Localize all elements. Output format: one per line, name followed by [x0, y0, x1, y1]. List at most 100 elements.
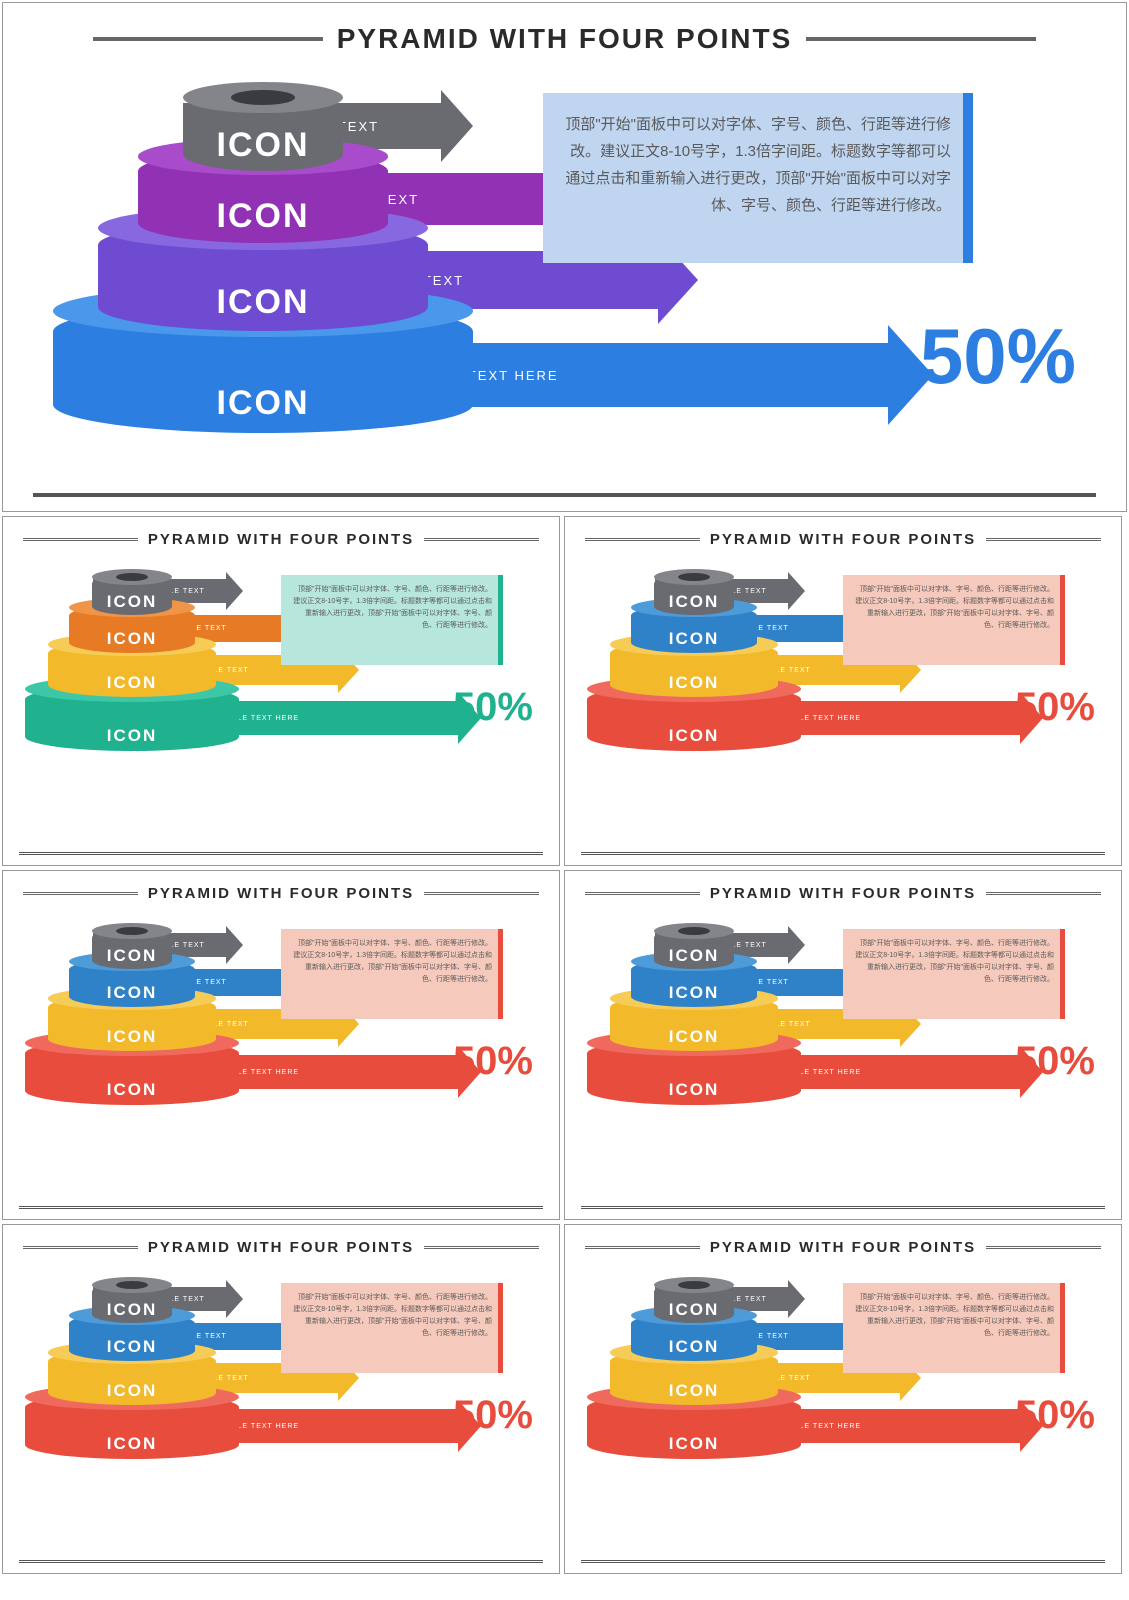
- cylinder-label: ICON: [587, 1434, 801, 1454]
- title-row: PYRAMID WITH FOUR POINTS: [3, 871, 559, 902]
- cylinder-level-1: ICON: [92, 575, 172, 615]
- cylinder-label: ICON: [92, 1300, 172, 1320]
- cylinder-label: ICON: [654, 592, 734, 612]
- diagram-area: 30%EXAMPLE TEXT30%EXAMPLE TEXT40%EXAMPLE…: [3, 911, 559, 1197]
- description-text: 顶部"开始"面板中可以对字体、字号、颜色、行距等进行修改。建议正文8-10号字，…: [292, 584, 492, 632]
- bottom-rule: [581, 1206, 1105, 1209]
- arrow-head-icon: [788, 572, 805, 610]
- thumbs-row: PYRAMID WITH FOUR POINTS 30%EXAMPLE TEXT3…: [2, 1224, 1127, 1574]
- thumb-slide: PYRAMID WITH FOUR POINTS 30%EXAMPLE TEXT3…: [2, 516, 560, 866]
- description-box: 顶部"开始"面板中可以对字体、字号、颜色、行距等进行修改。建议正文8-10号字，…: [281, 575, 503, 665]
- cylinder-label: ICON: [53, 384, 473, 423]
- slide-title: PYRAMID WITH FOUR POINTS: [710, 885, 976, 902]
- cylinder-label: ICON: [138, 197, 388, 236]
- rule-left: [585, 538, 700, 541]
- rule-right: [986, 538, 1101, 541]
- cylinder-label: ICON: [631, 983, 757, 1003]
- big-percent: 50%: [1015, 685, 1095, 730]
- cylinder-label: ICON: [183, 126, 343, 165]
- rule-left: [23, 538, 138, 541]
- title-row: PYRAMID WITH FOUR POINTS: [565, 517, 1121, 548]
- diagram-area: 30%EXAMPLE TEXT30%EXAMPLE TEXT40%EXAMPLE…: [565, 911, 1121, 1197]
- title-row: PYRAMID WITH FOUR POINTS: [565, 1225, 1121, 1256]
- thumb-slide: PYRAMID WITH FOUR POINTS30%EXAMPLE TEXT3…: [564, 516, 1122, 866]
- description-box: 顶部"开始"面板中可以对字体、字号、颜色、行距等进行修改。建议正文8-10号字，…: [281, 1283, 503, 1373]
- cylinder-label: ICON: [654, 946, 734, 966]
- cylinder-label: ICON: [69, 629, 195, 649]
- cylinder-label: ICON: [92, 592, 172, 612]
- slide-title: PYRAMID WITH FOUR POINTS: [148, 885, 414, 902]
- thumb-slide: PYRAMID WITH FOUR POINTS 30%EXAMPLE TEXT3…: [2, 870, 560, 1220]
- slide-title: PYRAMID WITH FOUR POINTS: [148, 1239, 414, 1256]
- cylinder-label: ICON: [25, 1080, 239, 1100]
- big-percent: 50%: [453, 1039, 533, 1084]
- big-percent: 50%: [1015, 1393, 1095, 1438]
- cylinder-label: ICON: [631, 629, 757, 649]
- description-accent-bar: [498, 575, 503, 665]
- big-percent: 50%: [453, 685, 533, 730]
- cylinder-label: ICON: [654, 1300, 734, 1320]
- description-box: 顶部"开始"面板中可以对字体、字号、颜色、行距等进行修改。建议正文8-10号字，…: [843, 1283, 1065, 1373]
- slide-title: PYRAMID WITH FOUR POINTS: [148, 531, 414, 548]
- cylinder-level-1: ICON: [183, 93, 343, 171]
- description-box: 顶部"开始"面板中可以对字体、字号、颜色、行距等进行修改。建议正文8-10号字，…: [843, 575, 1065, 665]
- bottom-rule: [19, 1560, 543, 1563]
- diagram-area: 30%EXAMPLE TEXT30%EXAMPLE TEXT40%EXAMPLE…: [565, 1265, 1121, 1551]
- description-accent-bar: [1060, 575, 1065, 665]
- big-percent: 50%: [1015, 1039, 1095, 1084]
- thumbs-row: PYRAMID WITH FOUR POINTS 30%EXAMPLE TEXT3…: [2, 870, 1127, 1220]
- bottom-rule: [33, 493, 1096, 497]
- rule-left: [23, 1246, 138, 1249]
- cylinder-level-1: ICON: [92, 929, 172, 969]
- slide-title: PYRAMID WITH FOUR POINTS: [710, 1239, 976, 1256]
- title-row: PYRAMID WITH FOUR POINTS: [3, 517, 559, 548]
- slide-title: PYRAMID WITH FOUR POINTS: [710, 531, 976, 548]
- cylinder-label: ICON: [25, 726, 239, 746]
- arrow-head-icon: [226, 926, 243, 964]
- description-text: 顶部"开始"面板中可以对字体、字号、颜色、行距等进行修改。建议正文8-10号字，…: [854, 938, 1054, 986]
- cylinder-label: ICON: [610, 673, 778, 693]
- arrow-head-icon: [788, 1280, 805, 1318]
- bottom-rule: [19, 1206, 543, 1209]
- rule-right: [424, 892, 539, 895]
- bottom-rule: [581, 852, 1105, 855]
- cylinder-level-1: ICON: [654, 575, 734, 615]
- description-accent-bar: [498, 929, 503, 1019]
- description-accent-bar: [498, 1283, 503, 1373]
- rule-right: [424, 538, 539, 541]
- cylinder-label: ICON: [610, 1027, 778, 1047]
- rule-left: [93, 37, 323, 41]
- rule-right: [986, 892, 1101, 895]
- cylinder-label: ICON: [610, 1381, 778, 1401]
- thumbs-row: PYRAMID WITH FOUR POINTS 30%EXAMPLE TEXT3…: [2, 516, 1127, 866]
- cylinder-label: ICON: [587, 726, 801, 746]
- description-text: 顶部"开始"面板中可以对字体、字号、颜色、行距等进行修改。建议正文8-10号字，…: [854, 1292, 1054, 1340]
- arrow-head-icon: [788, 926, 805, 964]
- thumb-slide: PYRAMID WITH FOUR POINTS 30%EXAMPLE TEXT3…: [564, 1224, 1122, 1574]
- diagram-area: 30%EXAMPLE TEXT30%EXAMPLE TEXT40%EXAMPLE…: [3, 557, 559, 843]
- arrow-head-icon: [226, 572, 243, 610]
- cylinder-level-1: ICON: [654, 929, 734, 969]
- description-text: 顶部"开始"面板中可以对字体、字号、颜色、行距等进行修改。建议正文8-10号字，…: [565, 111, 951, 219]
- arrow-head-icon: [441, 90, 473, 162]
- description-accent-bar: [963, 93, 973, 263]
- rule-left: [585, 1246, 700, 1249]
- big-percent: 50%: [453, 1393, 533, 1438]
- cylinder-label: ICON: [587, 1080, 801, 1100]
- description-text: 顶部"开始"面板中可以对字体、字号、颜色、行距等进行修改。建议正文8-10号字，…: [292, 1292, 492, 1340]
- cylinder-level-1: ICON: [92, 1283, 172, 1323]
- description-accent-bar: [1060, 929, 1065, 1019]
- cylinder-label: ICON: [48, 1027, 216, 1047]
- cylinder-label: ICON: [48, 673, 216, 693]
- cylinder-label: ICON: [48, 1381, 216, 1401]
- rule-right: [986, 1246, 1101, 1249]
- description-box: 顶部"开始"面板中可以对字体、字号、颜色、行距等进行修改。建议正文8-10号字，…: [281, 929, 503, 1019]
- diagram-area: 30%EXAMPLE TEXT30%EXAMPLE TEXT40%EXAMPLE…: [3, 63, 1126, 481]
- title-row: PYRAMID WITH FOUR POINTS: [3, 3, 1126, 55]
- description-text: 顶部"开始"面板中可以对字体、字号、颜色、行距等进行修改。建议正文8-10号字，…: [854, 584, 1054, 632]
- slide-title: PYRAMID WITH FOUR POINTS: [337, 23, 793, 55]
- rule-right: [806, 37, 1036, 41]
- main-slide: PYRAMID WITH FOUR POINTS 30%EXAMPLE TEXT3…: [2, 2, 1127, 512]
- rule-left: [23, 892, 138, 895]
- cylinder-label: ICON: [631, 1337, 757, 1357]
